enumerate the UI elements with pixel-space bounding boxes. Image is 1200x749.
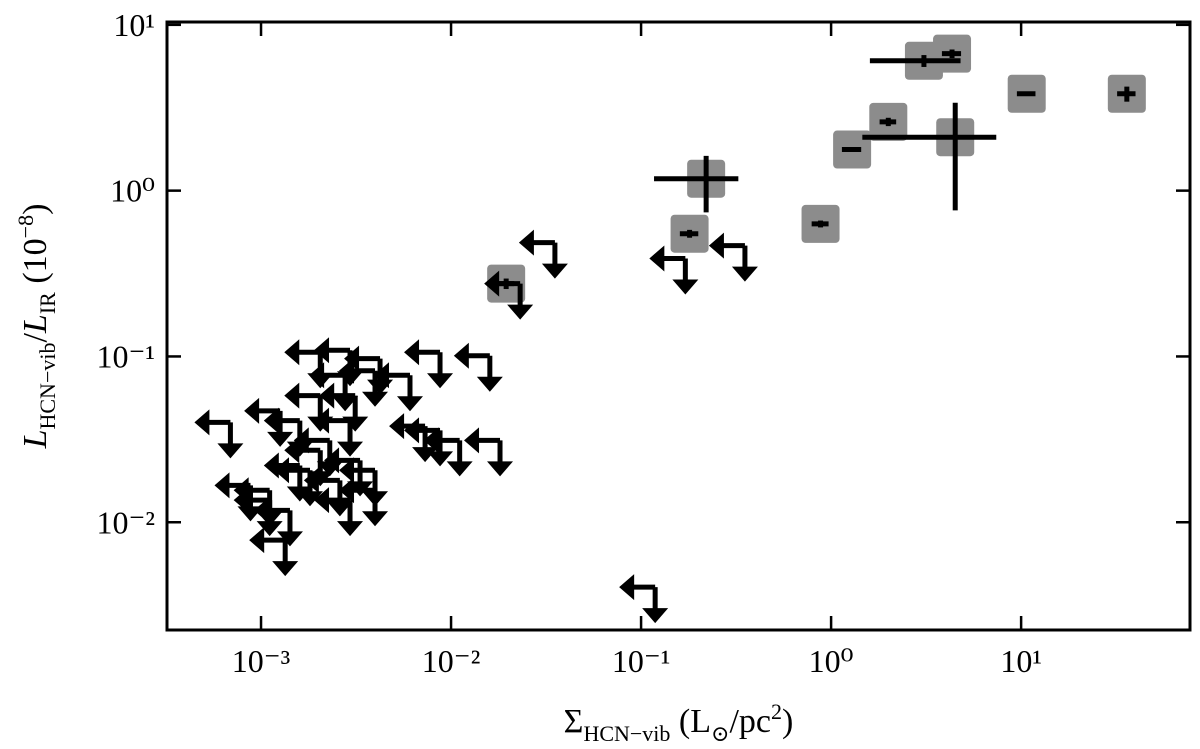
upper-limit-arrow	[386, 372, 413, 399]
upper-limit-head	[314, 407, 364, 457]
upper-limit-head	[253, 497, 303, 547]
upper-limit	[249, 527, 299, 577]
upper-limit-head	[309, 362, 359, 412]
upper-limit-head	[518, 229, 568, 279]
y-axis-label-part: )	[17, 204, 54, 215]
upper-limit-arrow	[316, 477, 343, 504]
upper-limit	[453, 342, 503, 392]
upper-limit	[649, 245, 699, 295]
x-axis-label-part: Σ	[564, 703, 584, 740]
x-tick-label: 10⁻³	[232, 643, 290, 679]
upper-limit-head	[373, 362, 423, 412]
upper-limit-head	[464, 427, 514, 477]
upper-limit-head	[233, 487, 283, 537]
y-axis-label: LHCN−vib/LIR (10−8)	[13, 204, 60, 450]
upper-limit	[339, 357, 389, 407]
upper-limit-arrow	[246, 497, 273, 524]
upper-limit-head	[339, 357, 389, 407]
y-axis-label-part: IR	[35, 292, 60, 314]
upper-limit-head	[484, 270, 534, 320]
upper-limit-head	[244, 397, 294, 447]
upper-limit	[423, 427, 473, 477]
upper-limit	[518, 229, 568, 279]
upper-limit-head	[404, 417, 454, 467]
x-axis-label-part: /pc	[729, 703, 771, 740]
upper-limit	[303, 467, 353, 517]
upper-limit-head	[249, 527, 299, 577]
y-axis-label-part: −8	[13, 215, 38, 238]
x-axis-label-part: )	[782, 703, 793, 740]
upper-limit	[339, 477, 389, 527]
y-tick-label: 10⁰	[110, 173, 155, 209]
upper-limit	[404, 339, 454, 389]
upper-limit-head	[404, 339, 454, 389]
upper-limit-head	[344, 345, 394, 395]
y-axis-label-part: L	[17, 314, 54, 334]
upper-limit-arrow	[721, 243, 748, 269]
upper-limit-head	[324, 447, 374, 497]
upper-limit-head	[263, 452, 313, 502]
y-axis-label-part: L	[17, 430, 54, 450]
x-tick-label: 10⁻¹	[612, 643, 670, 679]
upper-limit	[464, 427, 514, 477]
upper-limit	[373, 362, 423, 412]
y-tick-label: 10⁻¹	[97, 338, 155, 374]
upper-limit	[319, 382, 369, 432]
x-axis-label-part: 2	[771, 699, 782, 724]
upper-limit	[708, 232, 758, 282]
upper-limit-head	[303, 467, 353, 517]
upper-limit-arrow	[207, 419, 233, 446]
upper-limit-head	[619, 574, 669, 624]
upper-limit	[233, 487, 283, 537]
upper-limit-arrow	[632, 584, 658, 611]
upper-limit-head	[319, 382, 369, 432]
upper-limit-head	[708, 232, 758, 282]
upper-limit-head	[273, 457, 323, 507]
upper-limit-head	[339, 477, 389, 527]
upper-limit-head	[314, 487, 364, 537]
upper-limit	[284, 437, 334, 487]
upper-limit-arrow	[531, 240, 558, 266]
upper-limit-arrow	[662, 255, 688, 282]
upper-limit-arrow	[352, 487, 378, 514]
upper-limit-head	[389, 413, 439, 463]
upper-limit-arrow	[466, 353, 493, 379]
x-tick-label: 10⁻²	[422, 643, 480, 679]
upper-limit-arrow	[332, 393, 358, 419]
x-tick-label: 10¹	[1000, 643, 1042, 679]
y-tick-label: 10⁻²	[97, 504, 155, 540]
y-axis-label-part: HCN−vib	[35, 343, 60, 430]
y-axis-label-part: (10	[17, 238, 54, 292]
upper-limit	[194, 409, 244, 459]
upper-limit-arrow	[352, 368, 378, 394]
upper-limit-arrow	[276, 462, 303, 489]
upper-limit	[263, 452, 313, 502]
x-axis-label-part: ⊙	[711, 721, 729, 746]
upper-limit-head	[649, 245, 699, 295]
y-axis-label-part: /	[17, 333, 54, 343]
upper-limit-arrow	[297, 447, 323, 474]
plot-frame	[165, 20, 1192, 632]
upper-limit-head	[423, 427, 473, 477]
upper-limit	[314, 407, 364, 457]
upper-limit-arrow	[262, 537, 288, 564]
upper-limit-head	[453, 342, 503, 392]
upper-limit	[619, 574, 669, 624]
upper-limit-arrow	[297, 393, 323, 419]
upper-limit-arrow	[436, 437, 463, 464]
upper-limit-arrow	[417, 349, 443, 376]
x-axis-label: ΣHCN−vib (L⊙/pc2)	[564, 699, 794, 746]
y-tick-label: 10¹	[113, 7, 155, 43]
upper-limit-head	[194, 409, 244, 459]
upper-limit-arrow	[477, 437, 503, 464]
x-tick-label: 10⁰	[809, 643, 854, 679]
upper-limit-head	[284, 437, 334, 487]
x-axis-label-part: (L	[670, 703, 711, 740]
upper-limit-head	[214, 472, 264, 522]
upper-limit-arrow	[327, 418, 353, 444]
x-axis-label-part: HCN−vib	[583, 721, 670, 746]
